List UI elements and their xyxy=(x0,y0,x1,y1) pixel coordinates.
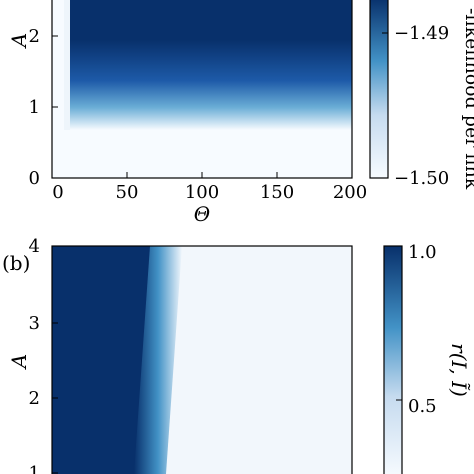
y-tick-label-b: 2 xyxy=(29,388,40,409)
heatmap-a-left-strip xyxy=(52,0,64,178)
colorbar-a-label: -likelihood per link xyxy=(461,8,474,190)
x-axis-label-a: Θ xyxy=(194,202,210,226)
y-tick-label-a: 2 xyxy=(29,26,40,47)
heatmap-a-transition xyxy=(64,40,352,130)
y-axis-label-a: A xyxy=(7,33,31,49)
x-tick-label-a: 50 xyxy=(116,182,139,203)
y-axis-label-b: A xyxy=(7,354,31,370)
panel-a: 0 50 100 150 200 Θ 0 1 2 A −1.49 −1.50 -… xyxy=(7,0,474,226)
colorbar-b-label: r(I, Ĩ) xyxy=(447,343,471,397)
panel-b: (b) 4 3 2 1 A 1.0 0.5 r(I, Ĩ) xyxy=(2,236,471,474)
colorbar-a-tick-label: −1.50 xyxy=(394,168,449,189)
colorbar-b-gradient xyxy=(383,245,403,474)
y-tick-label-b: 4 xyxy=(29,236,40,257)
heatmap-a xyxy=(52,0,352,178)
colorbar-a-tick-label: −1.49 xyxy=(394,23,449,44)
colorbar-a-gradient xyxy=(369,0,389,179)
y-ticks-b xyxy=(52,245,58,474)
heatmap-a-corner xyxy=(64,0,70,130)
heatmap-b-transition xyxy=(134,246,182,474)
x-ticks-a xyxy=(51,172,353,178)
y-tick-label-a: 1 xyxy=(29,97,40,118)
x-tick-label-a: 150 xyxy=(260,182,294,203)
x-tick-label-a: 200 xyxy=(333,182,367,203)
panel-b-label: (b) xyxy=(2,251,30,275)
colorbar-b-tick-label: 0.5 xyxy=(408,396,437,417)
colorbar-b xyxy=(383,245,403,474)
y-tick-label-b: 3 xyxy=(29,313,40,334)
heatmap-a-high-region xyxy=(64,0,352,40)
colorbar-a xyxy=(369,0,389,179)
axes-b-frame xyxy=(51,245,353,474)
heatmap-b-high-region xyxy=(52,246,157,474)
x-tick-label-a: 100 xyxy=(185,182,219,203)
x-tick-label-a: 0 xyxy=(52,182,63,203)
heatmap-b xyxy=(52,246,352,474)
y-tick-label-a: 0 xyxy=(29,168,40,189)
colorbar-b-tick-label: 1.0 xyxy=(408,242,437,263)
y-tick-label-b: 1 xyxy=(29,463,40,474)
y-ticks-a xyxy=(52,35,58,179)
